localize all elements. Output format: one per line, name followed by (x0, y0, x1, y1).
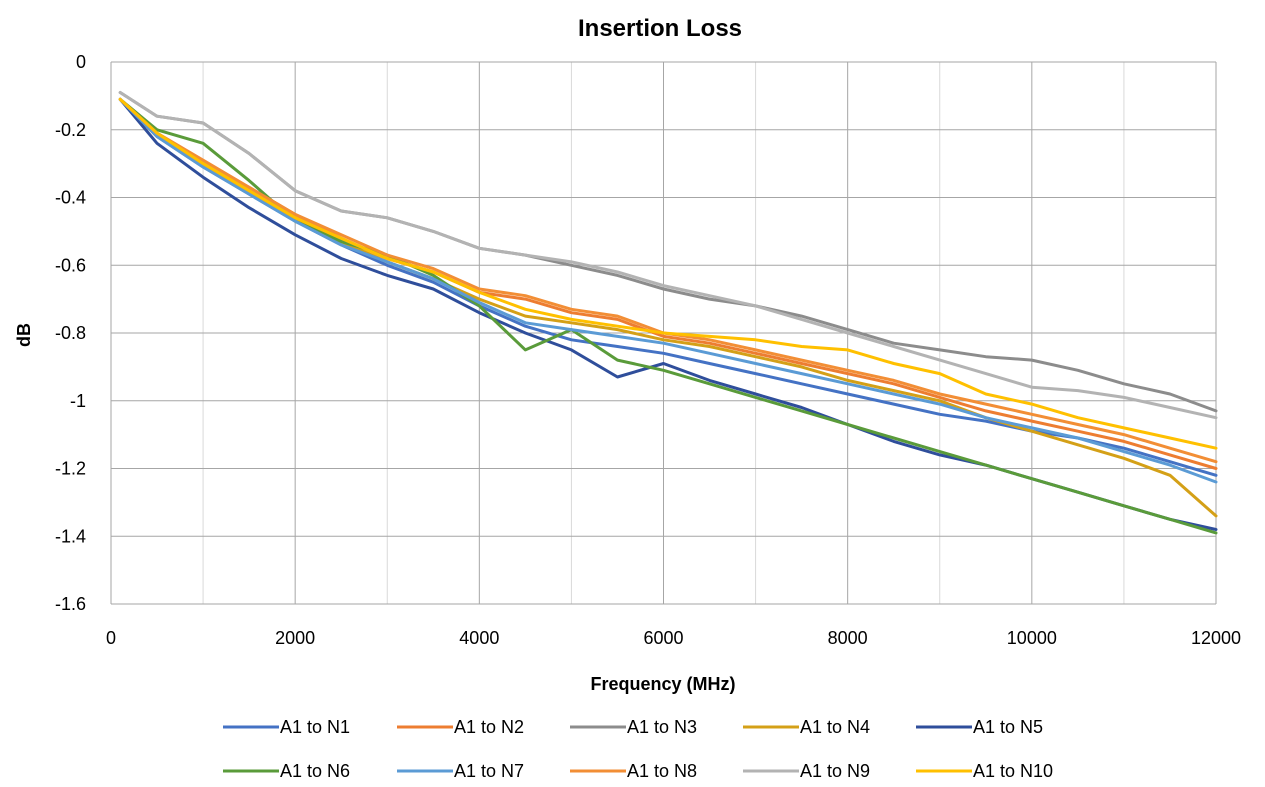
legend-label: A1 to N9 (800, 761, 870, 781)
x-axis-label: Frequency (MHz) (590, 674, 735, 694)
y-tick-label: -1 (70, 391, 86, 411)
y-tick-label: -1.6 (55, 594, 86, 614)
series-line (118, 97, 1218, 450)
y-tick-label: -0.6 (55, 255, 86, 275)
legend-label: A1 to N2 (454, 717, 524, 737)
chart-title: Insertion Loss (578, 15, 742, 42)
series-line (118, 97, 1218, 484)
y-tick-label: -1.2 (55, 459, 86, 479)
y-tick-label: -0.2 (55, 120, 86, 140)
series-lines (118, 91, 1218, 535)
legend-label: A1 to N5 (973, 717, 1043, 737)
x-tick-label: 2000 (275, 628, 315, 648)
y-tick-label: 0 (76, 52, 86, 72)
x-tick-label: 10000 (1007, 628, 1057, 648)
legend-label: A1 to N8 (627, 761, 697, 781)
y-tick-label: -1.4 (55, 526, 86, 546)
legend-label: A1 to N3 (627, 717, 697, 737)
x-tick-label: 4000 (459, 628, 499, 648)
legend-label: A1 to N4 (800, 717, 870, 737)
y-axis-label: dB (14, 323, 34, 347)
legend-label: A1 to N6 (280, 761, 350, 781)
legend-label: A1 to N10 (973, 761, 1053, 781)
x-tick-label: 12000 (1191, 628, 1241, 648)
x-tick-label: 6000 (643, 628, 683, 648)
legend-label: A1 to N1 (280, 717, 350, 737)
legend-label: A1 to N7 (454, 761, 524, 781)
series-line (118, 91, 1218, 420)
x-tick-label: 0 (106, 628, 116, 648)
y-tick-label: -0.4 (55, 188, 86, 208)
x-tick-label: 8000 (828, 628, 868, 648)
legend: A1 to N1 A1 to N2 A1 to N3 A1 to N4 A1 to N5… (223, 717, 1053, 781)
y-tick-label: -0.8 (55, 323, 86, 343)
tick-labels: 0 2000 4000 6000 8000 10000 12000 0 -0.2 -0.4 -0.6… (55, 52, 1241, 648)
